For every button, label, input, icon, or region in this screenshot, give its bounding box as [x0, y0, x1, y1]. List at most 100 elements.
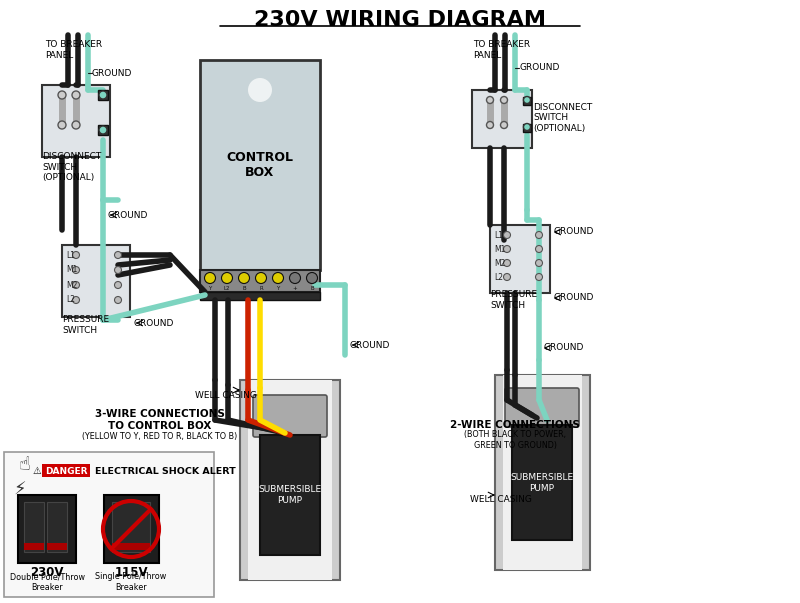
Bar [248, 380, 332, 580]
Bar [98, 90, 108, 100]
Text: R: R [259, 285, 263, 291]
Bar [200, 270, 320, 292]
Circle shape [501, 96, 507, 104]
Circle shape [523, 124, 530, 130]
Bar [62, 245, 130, 317]
Circle shape [486, 96, 494, 104]
Bar [112, 543, 150, 550]
Bar [47, 543, 67, 550]
Text: ELECTRICAL SHOCK ALERT: ELECTRICAL SHOCK ALERT [95, 467, 236, 476]
Circle shape [503, 259, 510, 267]
Circle shape [306, 273, 318, 283]
Text: DISCONNECT
SWITCH
(OPTIONAL): DISCONNECT SWITCH (OPTIONAL) [533, 103, 592, 133]
Text: DANGER: DANGER [45, 467, 87, 476]
Text: DISCONNECT
SWITCH
(OPTIONAL): DISCONNECT SWITCH (OPTIONAL) [42, 152, 102, 182]
Circle shape [114, 282, 122, 288]
Circle shape [73, 297, 79, 303]
Text: Double Pole/Throw
Breaker: Double Pole/Throw Breaker [10, 572, 85, 592]
Bar [240, 380, 340, 580]
Circle shape [503, 232, 510, 239]
Text: GROUND: GROUND [553, 227, 594, 236]
Text: L2: L2 [66, 295, 75, 305]
Circle shape [535, 259, 542, 267]
Text: GROUND: GROUND [107, 210, 147, 219]
Text: 2-WIRE CONNECTIONS: 2-WIRE CONNECTIONS [450, 420, 580, 430]
Circle shape [248, 78, 272, 102]
Text: GROUND: GROUND [553, 294, 594, 303]
Circle shape [503, 245, 510, 253]
Text: L1: L1 [66, 250, 75, 259]
Text: GROUND: GROUND [133, 318, 174, 327]
Circle shape [114, 297, 122, 303]
Bar [503, 375, 582, 570]
Circle shape [503, 274, 510, 280]
Bar [98, 125, 108, 135]
Bar [472, 90, 532, 148]
Text: PRESSURE
SWITCH: PRESSURE SWITCH [490, 290, 537, 310]
Text: TO BREAKER
PANEL: TO BREAKER PANEL [473, 40, 530, 60]
Circle shape [72, 91, 80, 99]
Bar [260, 435, 320, 555]
Circle shape [255, 273, 266, 283]
Text: 230V: 230V [30, 566, 64, 578]
Text: L2: L2 [224, 285, 230, 291]
Circle shape [273, 273, 283, 283]
Circle shape [222, 273, 233, 283]
Text: ☝: ☝ [19, 455, 31, 475]
Circle shape [99, 126, 107, 134]
Circle shape [535, 232, 542, 239]
Circle shape [501, 121, 507, 128]
Circle shape [72, 121, 80, 129]
Text: SUBMERSIBLE
PUMP: SUBMERSIBLE PUMP [258, 485, 322, 505]
Circle shape [238, 273, 250, 283]
Text: 3-WIRE CONNECTIONS
TO CONTROL BOX: 3-WIRE CONNECTIONS TO CONTROL BOX [95, 409, 225, 431]
Text: M2: M2 [494, 259, 506, 268]
Text: GROUND: GROUND [543, 344, 583, 353]
Text: ⚠: ⚠ [33, 466, 42, 476]
Text: 230V WIRING DIAGRAM: 230V WIRING DIAGRAM [254, 10, 546, 30]
Circle shape [73, 267, 79, 274]
Text: M2: M2 [66, 280, 78, 289]
Text: Single Pole/Throw
Breaker: Single Pole/Throw Breaker [95, 572, 166, 592]
Bar [523, 97, 531, 105]
Circle shape [114, 267, 122, 274]
Bar [523, 124, 531, 132]
Bar [42, 85, 110, 157]
Text: (BOTH BLACK TO POWER,
GREEN TO GROUND): (BOTH BLACK TO POWER, GREEN TO GROUND) [464, 431, 566, 450]
Text: M1: M1 [494, 244, 506, 253]
Circle shape [535, 245, 542, 253]
Text: +: + [293, 285, 298, 291]
Text: GROUND: GROUND [519, 63, 559, 72]
Bar [112, 502, 150, 552]
Bar [24, 502, 44, 552]
Bar [104, 495, 159, 563]
Circle shape [73, 282, 79, 288]
Text: B: B [310, 285, 314, 291]
Bar [200, 292, 320, 300]
Circle shape [205, 273, 215, 283]
Circle shape [114, 251, 122, 259]
Bar [200, 60, 320, 270]
Text: GROUND: GROUND [349, 341, 390, 350]
Text: SUBMERSIBLE
PUMP: SUBMERSIBLE PUMP [510, 473, 574, 493]
Text: ⚡: ⚡ [14, 481, 26, 499]
Circle shape [73, 251, 79, 259]
Bar [4, 452, 214, 597]
FancyBboxPatch shape [505, 388, 579, 427]
Text: L2: L2 [494, 273, 503, 282]
Circle shape [290, 273, 301, 283]
Circle shape [535, 274, 542, 280]
Bar [24, 543, 44, 550]
Circle shape [486, 121, 494, 128]
FancyBboxPatch shape [253, 395, 327, 437]
Text: TO BREAKER
PANEL: TO BREAKER PANEL [45, 40, 102, 60]
Text: B: B [242, 285, 246, 291]
Circle shape [58, 91, 66, 99]
Text: L1: L1 [494, 230, 503, 239]
Text: 115V: 115V [114, 566, 148, 578]
Bar [495, 375, 590, 570]
Bar [42, 464, 90, 477]
Circle shape [58, 121, 66, 129]
Text: Y: Y [276, 285, 280, 291]
Text: M1: M1 [66, 265, 78, 274]
